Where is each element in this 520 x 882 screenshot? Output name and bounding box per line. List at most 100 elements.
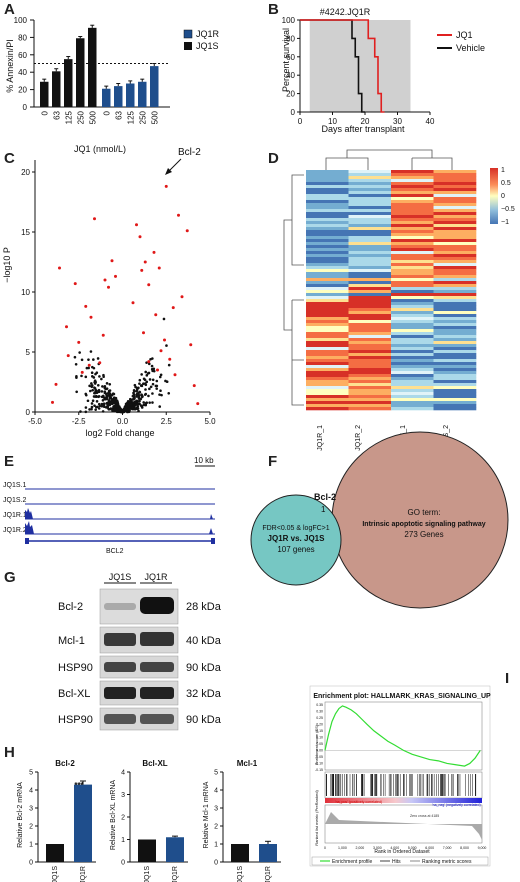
c-point: [87, 358, 90, 361]
d-cell: [348, 194, 392, 198]
c-sig-point-17: [51, 400, 54, 404]
d-cell: [391, 383, 434, 387]
c-sig-point-11: [110, 259, 114, 263]
d-cell: [433, 374, 477, 378]
c-point: [130, 402, 133, 406]
d-cell: [306, 368, 349, 372]
d-cell: [433, 329, 477, 333]
d-cell: [306, 212, 349, 216]
c-ytick-20: 20: [21, 168, 30, 177]
a-xtick-jq1s-250: 250: [76, 110, 85, 124]
d-cell: [306, 404, 349, 408]
d-cell: [391, 206, 434, 210]
d-col-label-1: JQ1R_1: [317, 425, 324, 451]
i-rank-gradient: [325, 798, 482, 803]
c-point: [142, 382, 145, 385]
d-cell: [391, 293, 434, 297]
a-xtick-jq1r-63: 63: [114, 110, 123, 119]
b-xtick-20: 20: [361, 117, 370, 126]
d-cell: [391, 407, 434, 411]
d-cell: [391, 239, 434, 243]
d-cell: [348, 200, 392, 204]
b-legend: JQ1 Vehicle: [437, 30, 485, 53]
h-ytick-2-1: 1: [121, 837, 125, 844]
c-point: [151, 382, 155, 386]
d-cell: [306, 350, 349, 354]
d-cell: [391, 254, 434, 258]
b-ytick-60: 60: [286, 53, 295, 62]
c-point: [84, 406, 88, 409]
d-cell: [391, 275, 434, 279]
i-xtick-8000: 8,000: [460, 846, 469, 850]
d-cell: [306, 236, 349, 240]
a-ytick-80: 80: [18, 33, 27, 42]
d-cell: [306, 191, 349, 195]
b-curve-jq1: [300, 19, 385, 113]
d-cell: [306, 278, 349, 282]
d-cell: [306, 386, 349, 390]
g-blot-bclxl: Bcl-XL 32 kDa: [58, 680, 222, 706]
d-cell: [306, 185, 349, 189]
d-cell: [433, 239, 477, 243]
g-size-4: 32 kDa: [186, 688, 222, 700]
h-ylabel-2: Relative Bcl-XL mRNA: [110, 780, 117, 850]
d-cell: [348, 329, 392, 333]
d-cell: [306, 335, 349, 339]
d-cell: [433, 200, 477, 204]
d-cell: [348, 368, 392, 372]
c-point: [151, 401, 154, 404]
d-cell: [306, 272, 349, 276]
d-cell: [391, 371, 434, 375]
c-point: [101, 394, 105, 398]
d-cell: [391, 230, 434, 234]
c-xtick--5: -5.0: [28, 417, 42, 426]
panel-c-label: C: [4, 150, 15, 167]
f-big-line1: GO term:: [408, 508, 441, 517]
i-ytick--0.05: -0.05: [315, 755, 323, 759]
c-sig-point-23: [152, 250, 156, 254]
c-point: [102, 375, 105, 379]
i-legend-1: Enrichment profile: [332, 859, 373, 865]
c-point: [140, 395, 144, 399]
c-nonsignificant-points: [73, 317, 171, 414]
c-point: [142, 377, 146, 381]
d-cell: [348, 173, 392, 177]
a-bar-jq1r-250: [138, 81, 147, 107]
d-cell: [348, 353, 392, 357]
d-cell: [348, 203, 392, 207]
c-ytick-5: 5: [26, 348, 31, 357]
d-cell: [391, 362, 434, 366]
d-scale-1: 1: [501, 167, 505, 174]
c-sig-point-25: [157, 266, 161, 270]
d-cell: [391, 341, 434, 345]
d-cell: [433, 302, 477, 306]
d-cell: [433, 353, 477, 357]
b-ytick-40: 40: [286, 71, 295, 80]
h-xtick-2-jq1s: JQ1S: [144, 866, 151, 882]
d-cell: [348, 227, 392, 231]
d-cell: [433, 194, 477, 198]
d-cell: [306, 230, 349, 234]
a-bar-jq1s-63: [52, 71, 61, 107]
c-point: [140, 384, 144, 388]
d-cell: [306, 263, 349, 267]
d-cell: [391, 353, 434, 357]
h-title-3: Mcl-1: [237, 759, 258, 768]
d-cell: [306, 317, 349, 321]
h-ytick-1-4: 4: [29, 788, 33, 795]
c-point: [110, 400, 114, 403]
d-cell: [433, 305, 477, 309]
d-cell: [433, 338, 477, 342]
d-cell: [433, 296, 477, 300]
c-sig-point-2: [114, 274, 117, 278]
c-point: [92, 395, 96, 398]
d-cell: [433, 188, 477, 192]
a-xtick-jq1r-0: 0: [102, 110, 111, 115]
g-protein-1: Bcl-2: [58, 601, 83, 613]
panel-i: I Enrichment plot: HALLMARK_KRAS_SIGNALI…: [309, 670, 509, 867]
c-point: [142, 401, 145, 404]
h-ytick-1-2: 2: [29, 824, 33, 831]
d-cell: [306, 353, 349, 357]
h-ytick-3-3: 3: [214, 806, 218, 813]
c-xtick-0: 0.0: [117, 417, 129, 426]
